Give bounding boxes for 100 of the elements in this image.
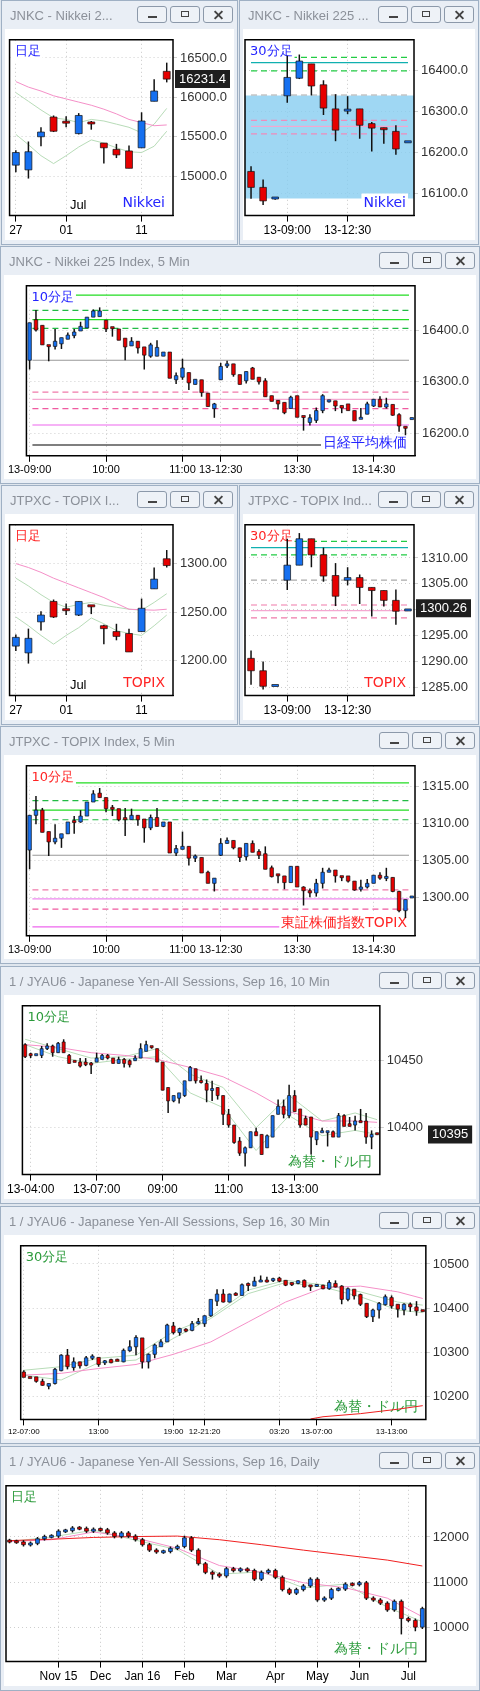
y-tick-label: 10450 [386, 1052, 424, 1068]
chart-title: 1 / JYAU6 - Japanese Yen-All Sessions, Sep 16, Daily [9, 1454, 320, 1469]
y-tick-label: 1305.00 [422, 851, 470, 867]
y-tick-label: 1310.00 [421, 549, 469, 565]
x-tick-label: 13:00 [88, 1427, 110, 1437]
y-tick-label: 16000.0 [180, 88, 228, 104]
y-tick-label: 1310.00 [422, 815, 470, 831]
chart-title: JNKC - Nikkei 225 ... [248, 8, 369, 23]
chart-title: JNKC - Nikkei 225 Index, 5 Min [9, 254, 190, 269]
x-tick-label: Jun [349, 1669, 370, 1684]
annotation: TOPIX [363, 674, 407, 691]
annotation: Nikkei [363, 194, 407, 211]
annotation: Nikkei [122, 194, 166, 211]
y-tick-label: 10300 [432, 1344, 470, 1360]
x-tick-label: 10:00 [92, 463, 120, 476]
x-tick-label: 09:00 [147, 1182, 178, 1197]
annotation: 30分足 [25, 1248, 69, 1264]
y-tick-label: 1300.00 [422, 888, 470, 904]
y-tick-label: 16200.0 [421, 144, 469, 160]
y-tick-label: 15000.0 [180, 167, 228, 183]
y-tick-label: 16300.0 [422, 373, 470, 389]
y-tick-label: 16400.0 [421, 62, 469, 78]
annotation: 10分足 [27, 1008, 70, 1024]
annotation: Jul [69, 676, 87, 692]
x-tick-label: 11 [135, 223, 149, 238]
y-tick-label: 15500.0 [180, 128, 228, 144]
x-tick-label: 11:00 [169, 463, 196, 476]
y-tick-label: 16400.0 [422, 322, 470, 338]
y-tick-label: 16100.0 [421, 185, 469, 201]
x-tick-label: 13-09:00 [263, 223, 312, 238]
y-tick-label: 10400 [386, 1119, 424, 1135]
annotation: 為替・ドル円 [287, 1153, 372, 1170]
x-tick-label: 13:30 [283, 943, 311, 956]
x-tick-label: 27 [9, 223, 23, 238]
y-tick-label: 16500.0 [180, 49, 228, 65]
x-tick-label: Mar [216, 1669, 237, 1684]
chart-title: JTPXC - TOPIX Index, 5 Min [9, 734, 175, 749]
x-tick-label: 12-07:00 [8, 1427, 41, 1437]
y-tick-label: 10500 [432, 1255, 470, 1271]
text: 10395 [432, 1125, 469, 1141]
y-tick-label: 1290.00 [421, 653, 469, 669]
x-tick-label: 13-12:30 [198, 463, 243, 476]
annotation: 日足 [14, 527, 41, 543]
x-tick-label: 13-13:00 [270, 1182, 319, 1197]
chart-title: JTPXC - TOPIX Ind... [248, 493, 372, 508]
x-tick-label: 19:00 [163, 1427, 184, 1437]
x-tick-label: 13:30 [283, 463, 311, 476]
x-tick-label: Nov 15 [39, 1669, 78, 1684]
x-tick-label: 01 [59, 223, 74, 238]
x-tick-label: Jul [400, 1669, 417, 1684]
x-tick-label: 13-07:00 [300, 1427, 334, 1437]
y-tick-label: 10200 [432, 1388, 470, 1404]
x-tick-label: 13-04:00 [6, 1182, 55, 1197]
y-tick-label: 1285.00 [421, 678, 469, 694]
annotation: 日足 [11, 1488, 37, 1504]
annotation: 日足 [14, 42, 41, 58]
annotation: 東証株価指数TOPIX [281, 914, 408, 931]
y-tick-label: 16200.0 [422, 424, 470, 440]
x-tick-label: 27 [9, 703, 23, 718]
annotation: 10分足 [31, 288, 74, 304]
x-tick-label: 12-21:20 [188, 1427, 221, 1437]
x-tick-label: 11 [135, 703, 149, 718]
y-tick-label: 1250.00 [180, 603, 228, 619]
chart-title: 1 / JYAU6 - Japanese Yen-All Sessions, Sep 16, 30 Min [9, 1214, 330, 1229]
y-tick-label: 10400 [432, 1299, 470, 1315]
x-tick-label: 13-12:30 [198, 943, 243, 956]
chart-title: 1 / JYAU6 - Japanese Yen-All Sessions, Sep 16, 10 Min [9, 974, 330, 989]
x-tick-label: 13-07:00 [72, 1182, 121, 1197]
y-tick-label: 1305.00 [421, 575, 469, 591]
chart-title: JNKC - Nikkei 2... [10, 8, 113, 23]
x-tick-label: 13-12:30 [323, 703, 372, 718]
annotation: 為替・ドル円 [333, 1640, 418, 1657]
x-tick-label: Jan 16 [124, 1669, 161, 1684]
x-tick-label: 03:20 [269, 1427, 290, 1437]
x-tick-label: Feb [174, 1669, 196, 1684]
annotation: 30分足 [250, 42, 293, 58]
x-tick-label: May [306, 1669, 329, 1684]
x-tick-label: 13-09:00 [7, 463, 52, 476]
x-tick-label: 13-12:30 [323, 223, 372, 238]
annotation: Jul [69, 196, 87, 212]
x-tick-label: 13-14:30 [351, 943, 396, 956]
x-tick-label: Apr [266, 1669, 285, 1684]
y-tick-label: 11000 [432, 1573, 469, 1589]
y-tick-label: 16300.0 [421, 103, 469, 119]
y-tick-label: 1315.00 [422, 778, 470, 794]
y-tick-label: 10000 [432, 1619, 470, 1635]
annotation: TOPIX [122, 674, 166, 691]
x-tick-label: 11:00 [214, 1182, 244, 1197]
x-tick-label: 13-13:00 [375, 1427, 408, 1437]
y-tick-label: 1200.00 [180, 652, 228, 668]
x-tick-label: 13-09:00 [7, 943, 52, 956]
y-tick-label: 12000 [432, 1528, 470, 1544]
x-tick-label: 13-09:00 [263, 703, 312, 718]
text: 1300.26 [420, 599, 468, 615]
x-tick-label: 11:00 [169, 943, 196, 956]
x-tick-label: 13-14:30 [351, 463, 396, 476]
x-tick-label: 10:00 [92, 943, 120, 956]
annotation: 30分足 [250, 527, 293, 543]
text: 16231.4 [179, 70, 227, 86]
y-tick-label: 1300.00 [180, 555, 228, 571]
